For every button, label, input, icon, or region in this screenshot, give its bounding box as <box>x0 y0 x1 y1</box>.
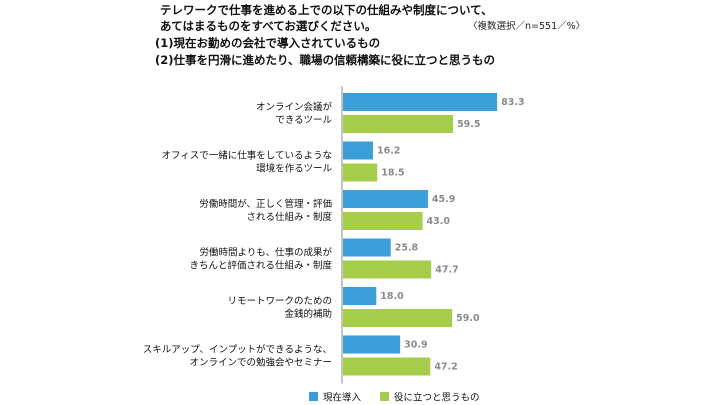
category-label: オンライン会議ができるツール <box>256 101 333 126</box>
category-label: リモートワークのための金銭的補助 <box>227 296 332 320</box>
data-label: 16.2 <box>377 146 400 157</box>
data-label: 18.0 <box>380 291 404 302</box>
legend-label: 役に立つと思うもの <box>394 392 480 404</box>
bar-useful <box>343 309 453 327</box>
legend-label: 現在導入 <box>323 392 362 404</box>
bar-useful <box>343 163 378 182</box>
bar-current <box>343 287 377 305</box>
bar-current <box>343 335 401 354</box>
question-line-2: あてはまるものをすべてお選びください。 <box>160 19 377 33</box>
bar-useful <box>343 115 454 133</box>
data-label: 25.8 <box>395 243 419 254</box>
data-label: 47.7 <box>435 265 458 276</box>
sub-question-2: (2)仕事を円滑に進めたり、職場の信頼構築に役に立つと思うもの <box>155 53 496 67</box>
legend-swatch <box>380 392 389 401</box>
data-label: 43.0 <box>427 216 451 227</box>
bar-current <box>343 190 428 208</box>
data-label: 59.0 <box>456 313 480 324</box>
bar-current <box>343 141 373 160</box>
bar-current <box>343 238 391 257</box>
question-line-1: テレワークで仕事を進める上での以下の仕組みや制度について、 <box>160 3 493 17</box>
category-label: 労働時間よりも、仕事の成果がきちんと評価される仕組み・制度 <box>189 247 332 272</box>
data-label: 83.3 <box>501 97 524 108</box>
category-label: オフィスで一緒に仕事をしているような環境を作るツール <box>161 150 332 175</box>
bar-useful <box>343 260 432 279</box>
category-label: スキルアップ、インプットができるような、オンラインでの勉強会やセミナー <box>143 344 332 369</box>
category-label: 労働時間が、正しく管理・評価される仕組み・制度 <box>199 198 332 223</box>
sub-question-1: (1)現在お勤めの会社で導入されているもの <box>155 36 381 50</box>
bar-useful <box>343 212 423 230</box>
bar-useful <box>343 357 431 376</box>
data-label: 59.5 <box>457 119 480 130</box>
data-label: 47.2 <box>434 362 457 373</box>
bar-current <box>343 93 498 111</box>
data-label: 45.9 <box>432 194 455 205</box>
sample-note: 〈複数選択／n=551／%〉 <box>468 21 586 32</box>
data-label: 18.5 <box>381 168 404 179</box>
legend-swatch <box>309 392 318 401</box>
chart-header: テレワークで仕事を進める上での以下の仕組みや制度について、 あてはまるものをすべ… <box>0 0 728 70</box>
data-label: 30.9 <box>404 340 427 351</box>
